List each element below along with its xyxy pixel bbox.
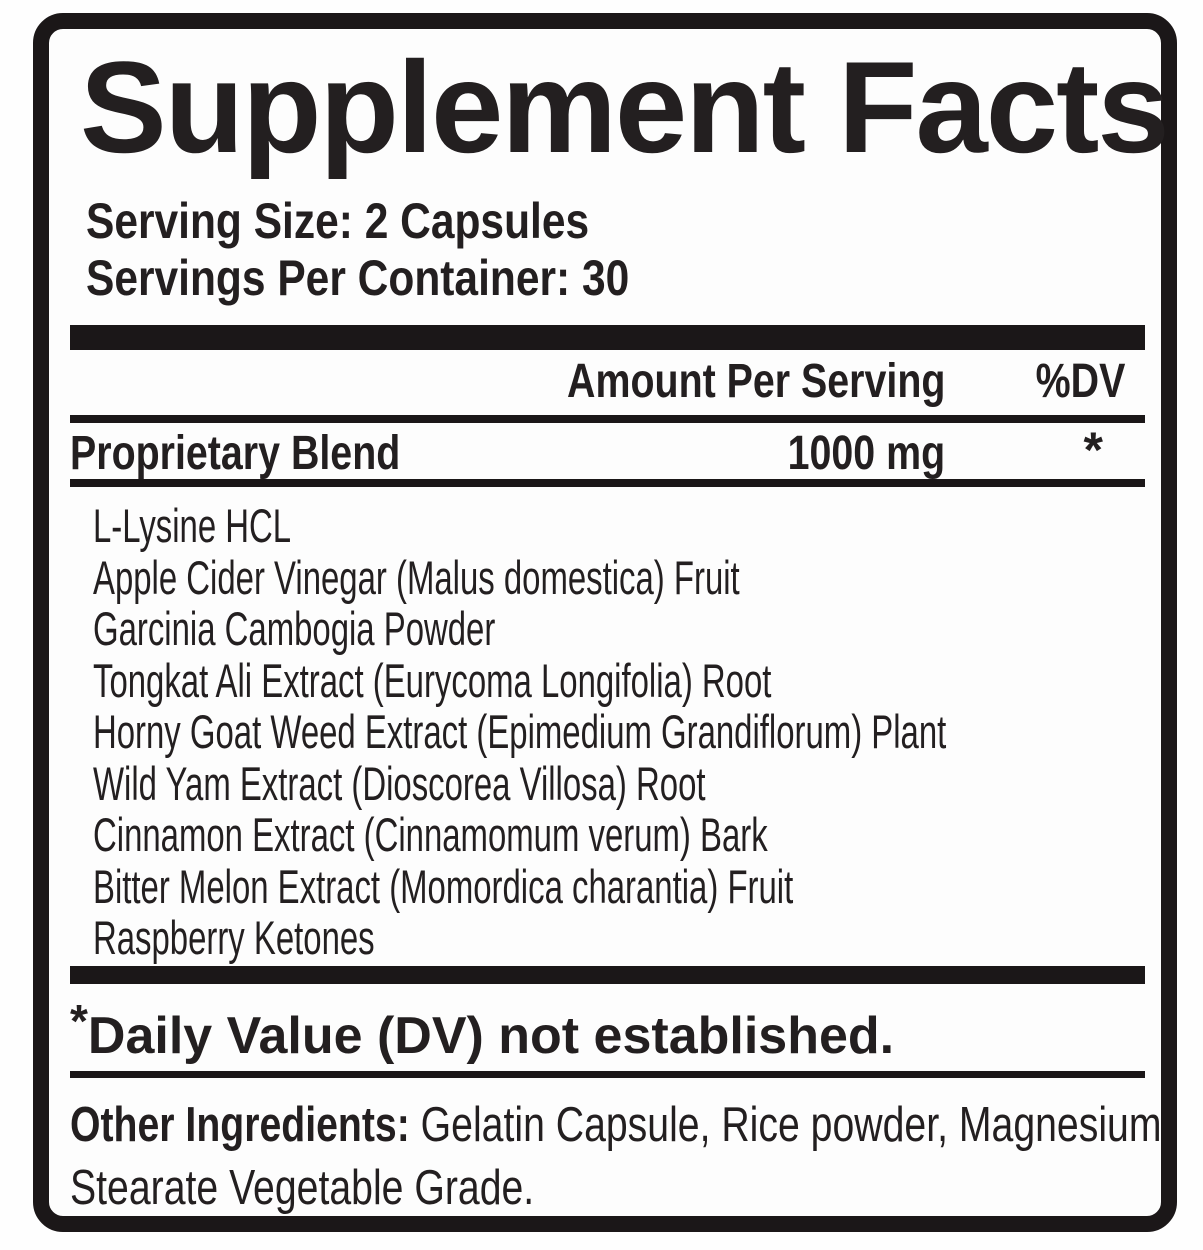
ingredient-text: Horny Goat Weed Extract (Epimedium Grand…	[93, 705, 947, 758]
ingredient-item: Garcinia Cambogia Powder	[93, 603, 1145, 655]
divider-above-other-ingredients	[70, 1070, 1145, 1078]
ingredient-item: Horny Goat Weed Extract (Epimedium Grand…	[93, 706, 1145, 758]
serving-size-text: Serving Size: 2 Capsules	[86, 193, 590, 249]
amount-per-serving-header: Amount Per Serving	[566, 355, 945, 408]
servings-per-container-line: Servings Per Container: 30	[86, 250, 1145, 307]
serving-info: Serving Size: 2 Capsules Servings Per Co…	[86, 193, 1145, 307]
blend-amount: 1000 mg	[787, 427, 945, 480]
other-ingredients-label: Other Ingredients:	[70, 1097, 410, 1152]
ingredient-item: Wild Yam Extract (Dioscorea Villosa) Roo…	[93, 756, 1145, 810]
other-ingredients-line2: Stearate Vegetable Grade.	[70, 1160, 535, 1215]
ingredient-text: Garcinia Cambogia Powder	[93, 602, 496, 655]
servings-per-container-text: Servings Per Container: 30	[86, 250, 630, 306]
ingredient-text: Tongkat Ali Extract (Eurycoma Longifolia…	[93, 653, 772, 707]
thick-divider-bottom	[70, 965, 1145, 984]
divider-below-blend	[70, 479, 1145, 487]
ingredient-item: Tongkat Ali Extract (Eurycoma Longifolia…	[93, 653, 1145, 707]
other-ingredients: Other Ingredients: Gelatin Capsule, Rice…	[70, 1094, 1161, 1220]
dv-footnote: *Daily Value (DV) not established.	[70, 993, 1145, 1065]
ingredient-text: Wild Yam Extract (Dioscorea Villosa) Roo…	[93, 756, 706, 810]
ingredient-text: Bitter Melon Extract (Momordica charanti…	[93, 859, 794, 913]
supplement-facts-panel: Supplement Facts Serving Size: 2 Capsule…	[33, 13, 1177, 1232]
ingredient-text: Raspberry Ketones	[93, 911, 375, 964]
thick-divider-top	[70, 325, 1145, 350]
panel-title: Supplement Facts	[80, 34, 1170, 180]
serving-size-line: Serving Size: 2 Capsules	[86, 193, 1145, 250]
ingredient-item: Apple Cider Vinegar (Malus domestica) Fr…	[93, 550, 1145, 604]
divider-below-header	[70, 415, 1145, 423]
blend-dv-asterisk: *	[1083, 422, 1103, 478]
ingredient-item: Raspberry Ketones	[93, 912, 1145, 964]
blend-name: Proprietary Blend	[70, 427, 401, 480]
footnote-text: Daily Value (DV) not established.	[87, 1006, 895, 1065]
ingredient-item: Bitter Melon Extract (Momordica charanti…	[93, 859, 1145, 913]
footnote-asterisk: *	[70, 994, 88, 1047]
column-header-row: Amount Per Serving %DV	[70, 350, 1145, 415]
ingredient-item: L-Lysine HCL	[93, 500, 1145, 552]
ingredient-text: Cinnamon Extract (Cinnamomum verum) Bark	[93, 808, 768, 861]
ingredient-text: L-Lysine HCL	[93, 499, 292, 552]
ingredient-text: Apple Cider Vinegar (Malus domestica) Fr…	[93, 550, 740, 604]
proprietary-blend-row: Proprietary Blend 1000 mg *	[70, 422, 1145, 480]
ingredient-list: L-Lysine HCL Apple Cider Vinegar (Malus …	[70, 500, 1145, 964]
ingredient-item: Cinnamon Extract (Cinnamomum verum) Bark	[93, 809, 1145, 861]
percent-dv-header: %DV	[1035, 355, 1125, 408]
other-ingredients-line1: Gelatin Capsule, Rice powder, Magnesium	[409, 1097, 1162, 1152]
